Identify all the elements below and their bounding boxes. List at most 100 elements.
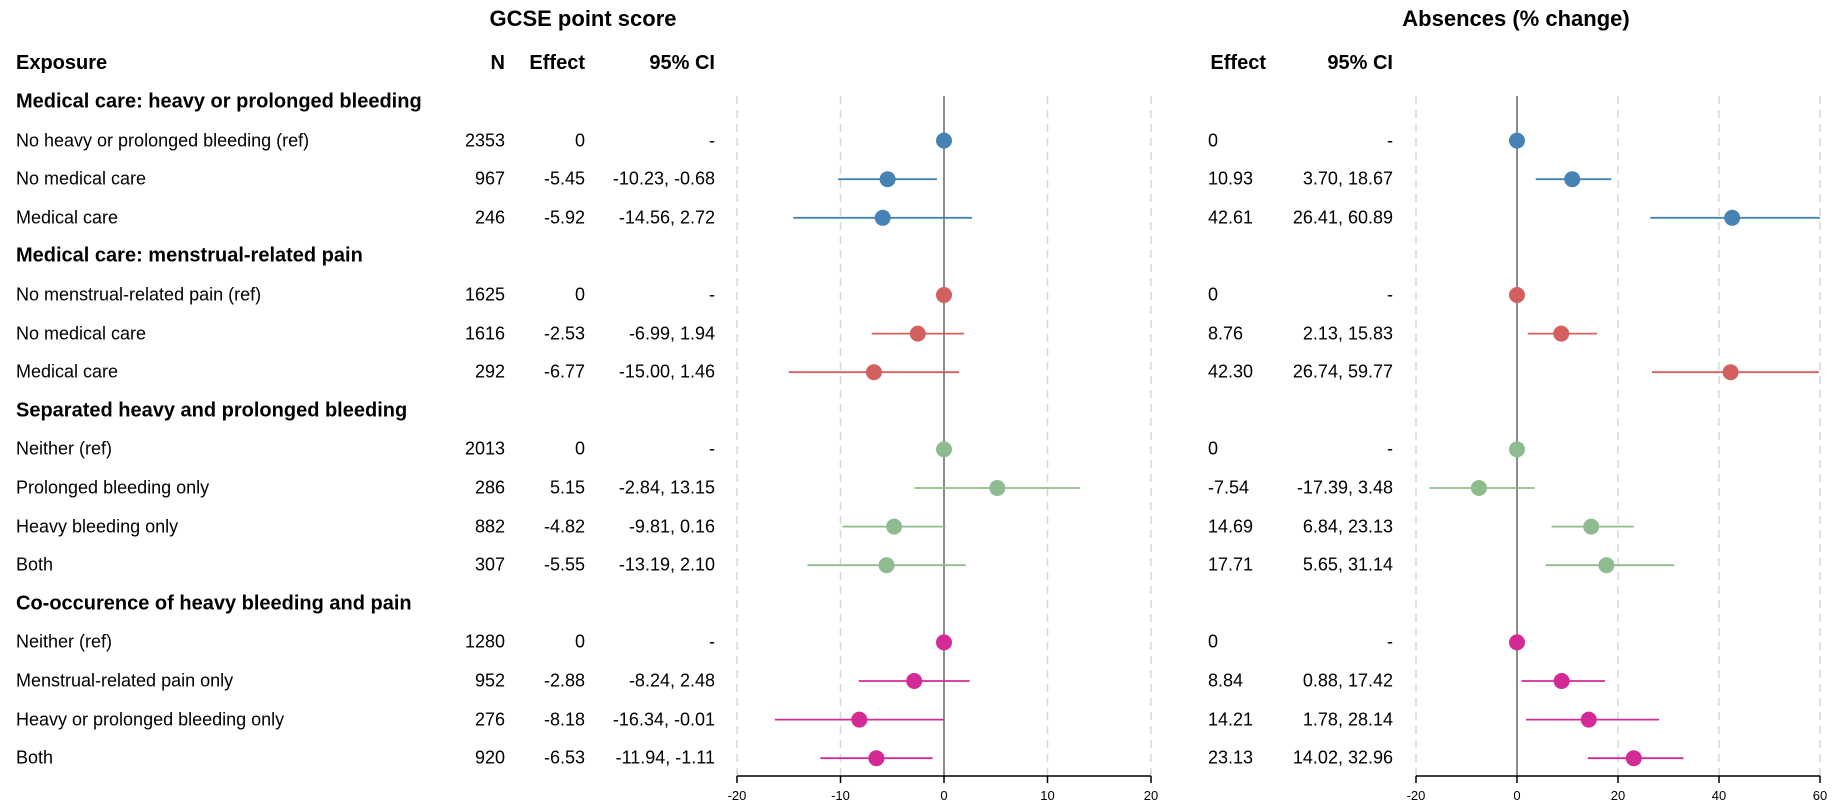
gcse-ci-value: - [709, 631, 715, 652]
group-heading: Medical care: heavy or prolonged bleedin… [16, 90, 422, 113]
x-tick-label: 40 [1712, 788, 1726, 803]
gcse-ci-value: -11.94, -1.11 [615, 747, 715, 768]
absences-ci-value: 1.78, 28.14 [1302, 709, 1393, 730]
gcse-effect-value: -4.82 [543, 516, 585, 537]
effect-point [1509, 634, 1525, 651]
row-label: Heavy bleeding only [16, 516, 179, 537]
row-label: Neither (ref) [16, 438, 113, 459]
row-n: 882 [474, 516, 505, 537]
x-tick-label: 0 [1513, 788, 1520, 803]
effect-point [936, 634, 952, 651]
gcse-panel-title: GCSE point score [489, 6, 677, 31]
row-n: 307 [474, 554, 505, 575]
effect-point [851, 711, 868, 728]
row-label: Medical care [16, 361, 119, 382]
effect-point [1722, 364, 1739, 381]
group-heading: Medical care: menstrual-related pain [16, 244, 363, 267]
row-n: 2013 [464, 438, 505, 459]
absences-ci-header: 95% CI [1327, 52, 1393, 74]
row-n: 1280 [464, 631, 505, 652]
gcse-ci-value: -9.81, 0.16 [628, 516, 715, 537]
absences-ci-value: -17.39, 3.48 [1296, 477, 1393, 498]
absences-effect-value: 0 [1208, 284, 1219, 305]
absences-effect-value: 17.71 [1208, 554, 1254, 575]
effect-point [989, 480, 1006, 496]
n-header: N [490, 52, 505, 74]
row-label: Neither (ref) [16, 631, 113, 652]
effect-point [878, 557, 895, 574]
effect-point [886, 518, 903, 535]
absences-effect-value: 0 [1208, 130, 1219, 151]
row-label: Both [16, 747, 54, 768]
group-heading: Separated heavy and prolonged bleeding [16, 399, 408, 422]
absences-ci-value: 0.88, 17.42 [1302, 670, 1393, 691]
row-n: 920 [474, 747, 505, 768]
gcse-ci-value: -8.24, 2.48 [628, 670, 715, 691]
absences-ci-value: 5.65, 31.14 [1302, 554, 1393, 575]
gcse-effect-value: 0 [574, 130, 585, 151]
gcse-ci-value: -14.56, 2.72 [618, 207, 715, 228]
effect-point [1724, 209, 1741, 226]
gcse-effect-value: 5.15 [549, 477, 585, 498]
absences-effect-value: -7.54 [1208, 477, 1250, 498]
absences-ci-value: 14.02, 32.96 [1292, 747, 1393, 768]
absences-effect-value: 14.69 [1208, 516, 1254, 537]
absences-ci-value: 2.13, 15.83 [1302, 323, 1393, 344]
row-n: 246 [474, 207, 505, 228]
absences-effect-value: 10.93 [1208, 168, 1254, 189]
row-label: No medical care [16, 168, 147, 189]
gcse-effect-value: -2.88 [543, 670, 585, 691]
effect-point [909, 325, 926, 342]
x-tick-label: -20 [728, 788, 747, 803]
absences-effect-value: 42.30 [1208, 361, 1254, 382]
gcse-ci-value: -2.84, 13.15 [618, 477, 715, 498]
gcse-effect-value: -8.18 [543, 709, 585, 730]
row-label: No heavy or prolonged bleeding (ref) [16, 130, 310, 151]
absences-ci-value: - [1387, 438, 1393, 459]
gcse-effect-value: -6.53 [543, 747, 585, 768]
gcse-effect-value: -5.45 [543, 168, 585, 189]
gcse-ci-value: -15.00, 1.46 [618, 361, 715, 382]
effect-point [1580, 711, 1597, 728]
group-heading: Co-occurence of heavy bleeding and pain [16, 592, 412, 615]
effect-point [936, 287, 952, 303]
absences-ci-value: - [1387, 631, 1393, 652]
absences-ci-value: 3.70, 18.67 [1302, 168, 1393, 189]
gcse-effect-value: -5.55 [543, 554, 585, 575]
gcse-effect-header: Effect [529, 52, 585, 74]
row-label: Medical care [16, 207, 119, 228]
effect-point [1564, 171, 1581, 188]
row-n: 2353 [464, 130, 505, 151]
exposure-header: Exposure [16, 52, 108, 74]
gcse-ci-header: 95% CI [649, 52, 715, 74]
row-n: 1616 [464, 323, 505, 344]
effect-point [1509, 441, 1525, 458]
effect-point [874, 209, 891, 226]
gcse-ci-value: -6.99, 1.94 [628, 323, 715, 344]
row-n: 292 [474, 361, 505, 382]
row-n: 276 [474, 709, 505, 730]
x-tick-label: 60 [1813, 788, 1827, 803]
effect-point [1625, 750, 1642, 767]
absences-effect-value: 23.13 [1208, 747, 1254, 768]
gcse-ci-value: - [709, 130, 715, 151]
x-tick-label: 20 [1611, 788, 1625, 803]
effect-point [1470, 480, 1487, 496]
row-label: Prolonged bleeding only [16, 477, 210, 498]
effect-point [1598, 557, 1615, 574]
gcse-ci-value: -13.19, 2.10 [618, 554, 715, 575]
effect-point [1583, 518, 1600, 535]
gcse-ci-value: - [709, 438, 715, 459]
absences-effect-value: 8.84 [1208, 670, 1244, 691]
row-label: Menstrual-related pain only [16, 670, 234, 691]
absences-ci-value: - [1387, 130, 1393, 151]
absences-effect-value: 14.21 [1208, 709, 1254, 730]
gcse-ci-value: -10.23, -0.68 [612, 168, 715, 189]
gcse-effect-value: 0 [574, 438, 585, 459]
gcse-effect-value: 0 [574, 284, 585, 305]
absences-ci-value: - [1387, 284, 1393, 305]
absences-ci-value: 26.41, 60.89 [1292, 207, 1393, 228]
effect-point [936, 132, 952, 149]
gcse-ci-value: - [709, 284, 715, 305]
